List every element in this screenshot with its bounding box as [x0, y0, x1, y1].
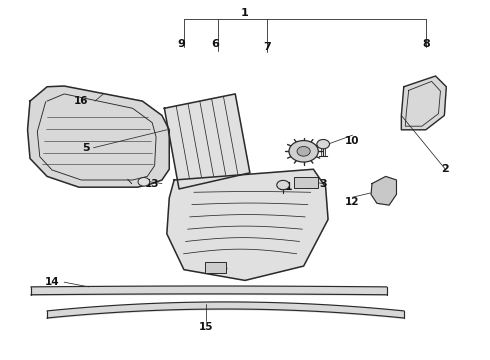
Circle shape	[138, 177, 150, 186]
Circle shape	[297, 147, 310, 156]
Text: 13: 13	[145, 179, 159, 189]
Polygon shape	[167, 169, 328, 280]
Text: 11: 11	[279, 182, 294, 192]
Text: 15: 15	[198, 322, 213, 332]
Text: 5: 5	[82, 143, 90, 153]
Circle shape	[317, 139, 330, 149]
Text: 7: 7	[263, 42, 271, 52]
Polygon shape	[401, 76, 446, 130]
Text: 10: 10	[345, 136, 360, 145]
Text: 1: 1	[241, 8, 249, 18]
Text: 12: 12	[345, 197, 360, 207]
Text: 8: 8	[422, 39, 430, 49]
Circle shape	[277, 180, 290, 190]
FancyBboxPatch shape	[205, 262, 226, 273]
Polygon shape	[27, 86, 169, 187]
Text: 2: 2	[441, 164, 449, 174]
Text: 14: 14	[45, 277, 59, 287]
Circle shape	[289, 140, 318, 162]
Text: 6: 6	[212, 39, 220, 49]
Text: 9: 9	[177, 39, 185, 49]
Polygon shape	[164, 94, 250, 189]
Text: 4: 4	[219, 263, 227, 273]
Text: 16: 16	[74, 96, 89, 106]
Polygon shape	[371, 176, 396, 205]
FancyBboxPatch shape	[294, 177, 318, 188]
Text: 3: 3	[319, 179, 327, 189]
